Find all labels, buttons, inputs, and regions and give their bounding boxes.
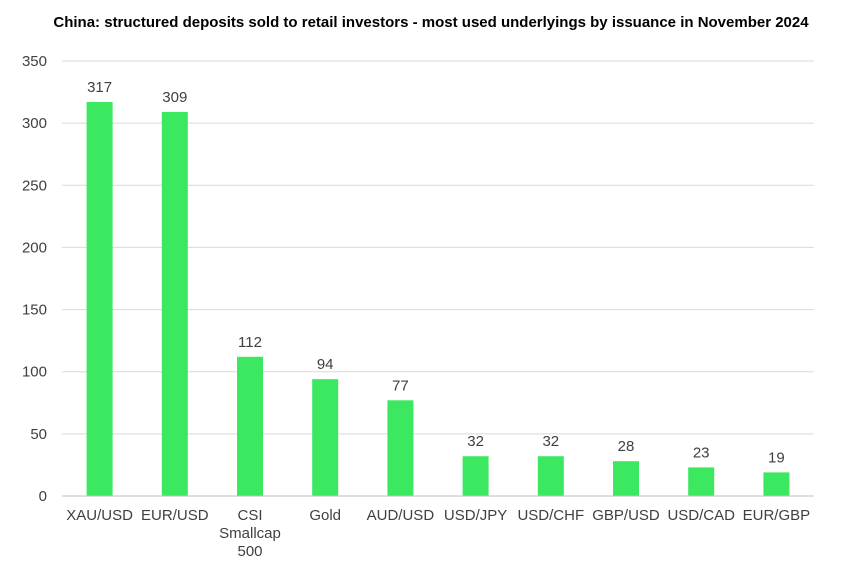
y-tick-label: 350 [22,53,47,70]
data-labels: 317 309 112 94 77 32 32 28 23 19 [87,79,785,466]
y-tick-label: 200 [22,239,47,256]
data-label: 32 [467,433,484,450]
y-tick-label: 300 [22,115,47,132]
category-label: AUD/USD [367,507,435,524]
data-label: 309 [162,89,187,106]
category-label-line: USD/JPY [444,507,507,524]
category-label-line: USD/CHF [517,507,584,524]
bar [161,111,188,496]
category-label: USD/JPY [444,507,507,524]
category-label-line: XAU/USD [66,507,133,524]
category-label-line: Gold [309,507,341,524]
category-label-line: 500 [237,543,262,560]
bar [688,467,715,496]
category-label-line: USD/CAD [667,507,735,524]
category-label: Gold [309,507,341,524]
data-label: 28 [618,438,635,455]
y-tick-label: 0 [39,488,47,505]
category-label: EUR/USD [141,507,209,524]
y-tick-label: 50 [30,426,47,443]
category-label-line: Smallcap [219,525,281,542]
category-labels: XAU/USD EUR/USD CSI Smallcap 500 Gold AUD/USD U… [66,507,810,560]
category-label: CSI Smallcap 500 [219,507,281,560]
data-label: 19 [768,449,785,466]
bar [237,356,263,496]
data-label: 317 [87,79,112,96]
data-label: 77 [392,377,409,394]
bar [462,456,489,496]
category-label-line: CSI [237,507,262,524]
bar [86,102,113,496]
bar [763,472,790,496]
y-axis-ticks: 0 50 100 150 200 250 300 350 [22,53,47,505]
y-tick-label: 250 [22,177,47,194]
bar [312,379,339,496]
y-tick-label: 150 [22,302,47,319]
bar [613,461,639,496]
category-label: GBP/USD [592,507,660,524]
category-label-line: AUD/USD [367,507,435,524]
bars [86,102,790,496]
category-label-line: EUR/USD [141,507,209,524]
bar [537,456,564,496]
chart-title: China: structured deposits sold to retai… [53,14,809,31]
data-label: 112 [238,334,262,351]
y-tick-label: 100 [22,364,47,381]
bar [387,400,414,496]
category-label: USD/CAD [667,507,735,524]
category-label: XAU/USD [66,507,133,524]
data-label: 23 [693,444,710,461]
category-label: USD/CHF [517,507,584,524]
data-label: 94 [317,356,334,373]
data-label: 32 [542,433,559,450]
category-label-line: EUR/GBP [743,507,811,524]
category-label-line: GBP/USD [592,507,660,524]
category-label: EUR/GBP [743,507,811,524]
